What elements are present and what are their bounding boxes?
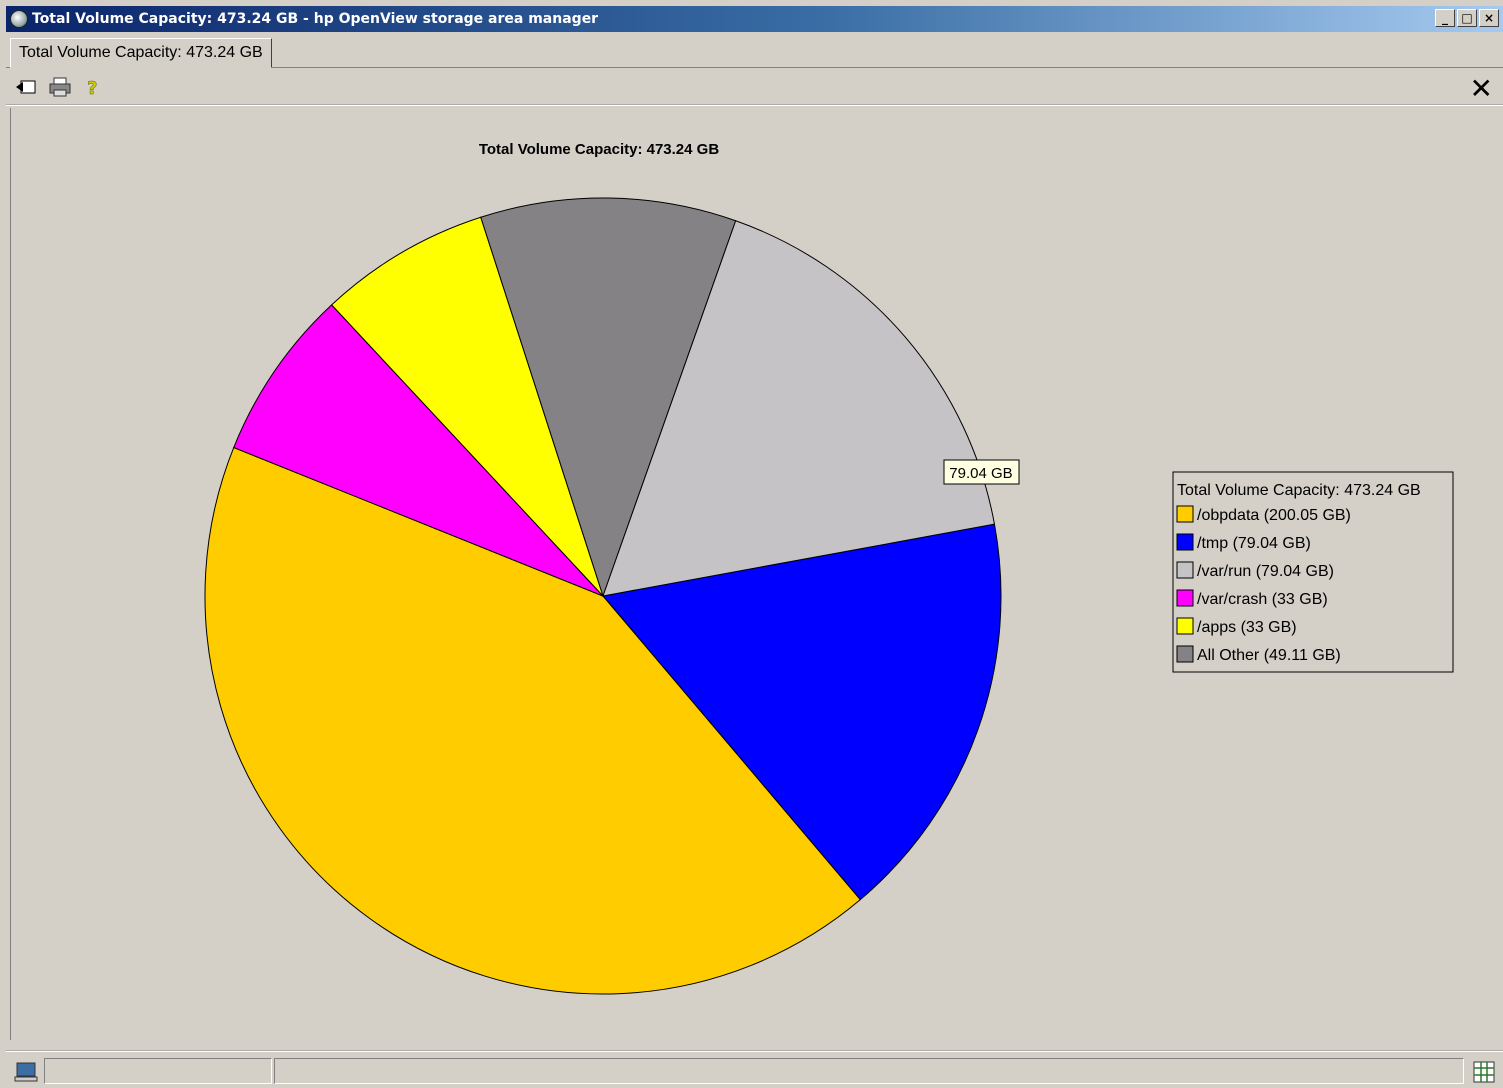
status-cell-1 [44, 1058, 272, 1084]
legend-swatch [1176, 505, 1194, 523]
pie-slice-tmp[interactable] [602, 523, 1002, 901]
legend-entry-label: /var/run (79.04 GB) [1197, 563, 1334, 580]
value-tooltip-text: 79.04 GB [949, 465, 1012, 482]
legend-entry-label: All Other (49.11 GB) [1197, 647, 1341, 664]
tab-total-volume-capacity[interactable]: Total Volume Capacity: 473.24 GB [10, 38, 272, 68]
pie-slice-apps[interactable] [330, 216, 604, 597]
legend-entry-label: /var/crash (33 GB) [1197, 591, 1328, 608]
legend-swatch [1176, 617, 1194, 635]
window-controls: _ □ × [1435, 9, 1499, 27]
legend-entry-label: /obpdata (200.05 GB) [1197, 507, 1351, 524]
value-tooltip: 79.04 GB [943, 459, 1020, 485]
pie-slice-obpdata[interactable] [204, 446, 861, 995]
grid-icon[interactable] [1473, 1061, 1495, 1083]
legend-swatch [1176, 645, 1194, 663]
pie-slice-var-crash[interactable] [233, 304, 604, 597]
status-cell-2 [274, 1058, 1464, 1084]
app-icon[interactable] [10, 10, 28, 28]
minimize-button[interactable]: _ [1435, 9, 1455, 27]
legend-entries: /obpdata (200.05 GB) /tmp (79.04 GB) /var/… [1176, 505, 1351, 664]
legend-swatch [1176, 589, 1194, 607]
toolbar: ? ✕ [6, 70, 1503, 106]
window-title: Total Volume Capacity: 473.24 GB - hp Op… [32, 11, 599, 27]
pie-chart: Total Volume Capacity: 473.24 GB 79.04 G… [204, 141, 1454, 995]
print-icon[interactable] [48, 76, 72, 98]
chart-panel: Total Volume Capacity: 473.24 GB 79.04 G… [10, 108, 1500, 1040]
tab-strip: Total Volume Capacity: 473.24 GB [6, 34, 1503, 68]
close-view-icon[interactable]: ✕ [1469, 72, 1493, 105]
chart-title: Total Volume Capacity: 473.24 GB [479, 141, 720, 158]
title-bar[interactable]: Total Volume Capacity: 473.24 GB - hp Op… [6, 6, 1503, 32]
chart-legend: Total Volume Capacity: 473.24 GB /obpdat… [1172, 471, 1454, 673]
close-button[interactable]: × [1479, 9, 1499, 27]
legend-entry-label: /tmp (79.04 GB) [1197, 535, 1311, 552]
help-icon[interactable]: ? [82, 76, 106, 98]
back-icon[interactable] [14, 76, 38, 98]
computer-icon[interactable] [14, 1061, 40, 1083]
pie-slices [204, 197, 1002, 995]
pie-slice-all-other[interactable] [480, 197, 737, 598]
status-bar [6, 1050, 1503, 1086]
svg-text:?: ? [87, 78, 97, 98]
legend-title: Total Volume Capacity: 473.24 GB [1177, 482, 1421, 499]
maximize-button[interactable]: □ [1457, 9, 1477, 27]
legend-entry-label: /apps (33 GB) [1197, 619, 1297, 636]
legend-swatch [1176, 533, 1194, 551]
legend-swatch [1176, 561, 1194, 579]
